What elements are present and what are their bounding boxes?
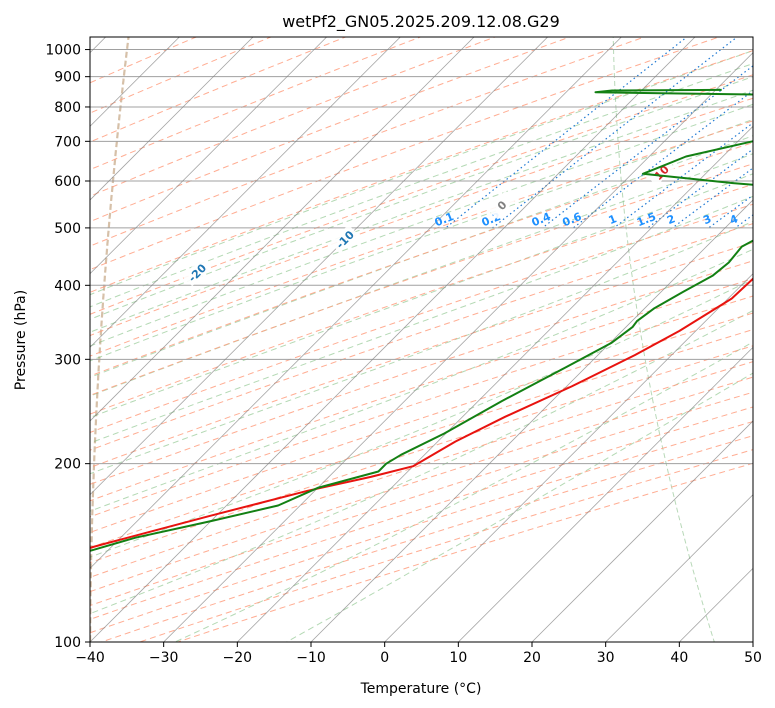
x-axis: −40 −30 −20 −10 0 10 20 30 40 50 [75, 642, 762, 666]
moist-adiabat-line [90, 278, 753, 558]
isotherm-line [163, 52, 753, 642]
x-tick-label: −20 [223, 650, 253, 666]
dry-adiabat-line [90, 312, 753, 533]
dry-adiabat-label-bg [487, 190, 516, 219]
curved-guide-left [90, 37, 130, 642]
mixing-ratio-label: 2 [665, 212, 677, 227]
y-tick-label: 800 [54, 100, 81, 116]
moist-adiabat-line [286, 372, 753, 642]
isotherm-line [605, 494, 753, 642]
isotherm-line [384, 273, 753, 642]
y-tick-label: 900 [54, 70, 81, 86]
plot-area: 0.10.20.40.611.52346810131620253036-100-… [51, 37, 775, 642]
dry-adiabat-label-bg [330, 224, 359, 253]
isotherm-line [90, 37, 549, 496]
dry-adiabat-line [90, 37, 572, 223]
dry-adiabat-line [90, 74, 753, 315]
y-tick-label: 400 [54, 278, 81, 294]
y-axis: 100 200 300 400 500 600 700 800 900 1000 [45, 43, 90, 651]
x-tick-label: −40 [75, 650, 105, 666]
isotherm-line [236, 125, 753, 642]
mixing-ratio-label: 6 [767, 212, 775, 227]
dry-adiabat-line [90, 37, 347, 143]
moist-adiabat-line [90, 220, 753, 475]
plot-frame [89, 36, 754, 643]
curved-guide-right [612, 37, 715, 642]
dry-adiabat-line [90, 241, 753, 469]
y-tick-label: 1000 [45, 43, 81, 59]
x-tick-label: 50 [744, 650, 762, 666]
moist-adiabat-line [174, 341, 753, 642]
dry-adiabat-line [90, 391, 753, 607]
y-tick-label: 200 [54, 457, 81, 473]
mixing-ratio-label: 3 [701, 212, 713, 227]
dewpoint-profile-line [90, 88, 753, 552]
y-tick-label: 500 [54, 221, 81, 237]
x-tick-label: 30 [597, 650, 615, 666]
isotherm-line [531, 420, 753, 642]
x-tick-label: −10 [296, 650, 326, 666]
dry-adiabat-label-bg [182, 257, 211, 287]
y-tick-label: 600 [54, 174, 81, 190]
y-axis-label: Pressure (hPa) [13, 290, 29, 390]
chart-title: wetPf2_GN05.2025.209.12.08.G29 [282, 12, 560, 32]
x-tick-label: 10 [449, 650, 467, 666]
x-tick-label: 40 [670, 650, 688, 666]
curved-guide-lines [90, 37, 715, 642]
x-tick-label: −30 [149, 650, 179, 666]
y-tick-label: 300 [54, 352, 81, 368]
temperature-profile-line [90, 277, 753, 549]
mixing-ratio-label: 1 [607, 212, 619, 227]
x-tick-label: 0 [380, 650, 389, 666]
y-tick-label: 100 [54, 635, 81, 651]
y-tick-label: 700 [54, 134, 81, 150]
isotherm-line [457, 346, 753, 642]
dry-adiabat-line [90, 37, 721, 271]
sounding-profiles [90, 88, 753, 552]
dry-adiabat-line [90, 345, 753, 564]
isotherm-line [90, 37, 328, 275]
isotherm-line [90, 37, 254, 201]
dry-adiabats [90, 37, 753, 642]
dry-adiabat-label: -30 [51, 292, 74, 315]
dry-adiabat-line [90, 97, 753, 337]
isotherm-line [90, 37, 622, 569]
dry-adiabat-line [90, 203, 753, 433]
isotherm-line [90, 37, 696, 642]
x-axis-label: Temperature (°C) [360, 681, 482, 697]
isotherm-line [310, 199, 753, 642]
x-tick-label: 20 [523, 650, 541, 666]
dry-adiabat-line [90, 37, 497, 197]
dry-adiabat-line [90, 37, 273, 114]
dry-adiabat-line [90, 278, 753, 502]
isobar-gridlines [90, 49, 753, 642]
moist-adiabat-line [90, 309, 753, 615]
moist-adiabat-line [90, 248, 753, 512]
dry-adiabat-line [90, 376, 753, 593]
dry-adiabat-line [90, 50, 753, 293]
dry-adiabat-line [90, 120, 753, 357]
isotherm-line [90, 37, 475, 422]
